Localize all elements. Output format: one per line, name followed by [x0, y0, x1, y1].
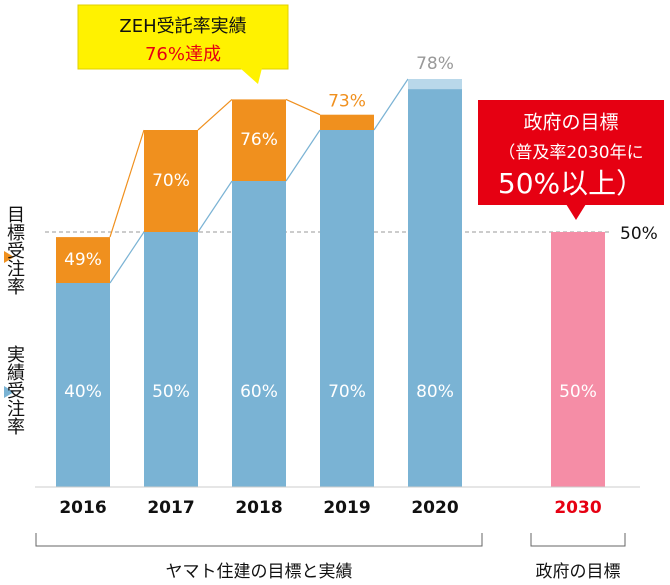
value-label: 78% — [416, 54, 454, 74]
group-bracket — [35, 533, 483, 547]
bar-segment — [232, 99, 286, 181]
legend-label: 目標受注率 — [4, 205, 25, 295]
bar — [56, 283, 110, 487]
x-tick-label: 2017 — [147, 498, 194, 518]
bar — [320, 130, 374, 487]
bar-segment — [320, 114, 374, 130]
callout-text: 政府の目標 — [523, 112, 618, 134]
group-bracket — [530, 533, 626, 547]
x-tick-label: 2018 — [235, 498, 282, 518]
value-label: 80% — [416, 382, 454, 402]
bar-cap — [408, 79, 462, 90]
callout-pointer — [240, 68, 262, 84]
bar-segment — [56, 237, 110, 283]
callout-text: （普及率2030年に — [498, 143, 643, 163]
connector-line — [197, 98, 233, 131]
value-label: 76% — [240, 130, 278, 150]
callout-pointer — [566, 204, 586, 220]
value-label: 50% — [559, 382, 597, 402]
value-label: 50% — [152, 382, 190, 402]
callout-text: ZEH受託率実績 — [119, 16, 246, 37]
callout-box — [478, 100, 664, 205]
callout-text: 76%達成 — [145, 44, 221, 65]
group-label: ヤマト住建の目標と実績 — [166, 562, 353, 582]
legend-marker — [4, 386, 14, 398]
bar — [551, 232, 605, 487]
legend-marker — [4, 251, 14, 263]
bar — [144, 232, 198, 487]
connector-line — [109, 231, 145, 284]
x-tick-label: 2020 — [411, 498, 458, 518]
group-label: 政府の目標 — [536, 562, 621, 582]
bar-segment — [144, 130, 198, 232]
reference-label: 50% — [620, 224, 658, 244]
x-tick-label: 2030 — [554, 498, 601, 518]
value-label: 70% — [152, 171, 190, 191]
bar — [232, 181, 286, 487]
value-label: 60% — [240, 382, 278, 402]
callout-text: 50%以上） — [498, 167, 644, 200]
value-label: 70% — [328, 382, 366, 402]
connector-line — [373, 78, 409, 131]
legend-label: 実績受注率 — [4, 345, 25, 435]
x-tick-label: 2019 — [323, 498, 370, 518]
connector-line — [197, 180, 233, 233]
bar — [408, 79, 462, 487]
value-label: 73% — [328, 92, 366, 112]
connector-line — [285, 98, 321, 116]
connector-line — [109, 129, 145, 238]
callout-box — [77, 4, 289, 70]
value-label: 40% — [64, 382, 102, 402]
connector-line — [285, 129, 321, 182]
x-tick-label: 2016 — [59, 498, 106, 518]
value-label: 49% — [64, 250, 102, 270]
